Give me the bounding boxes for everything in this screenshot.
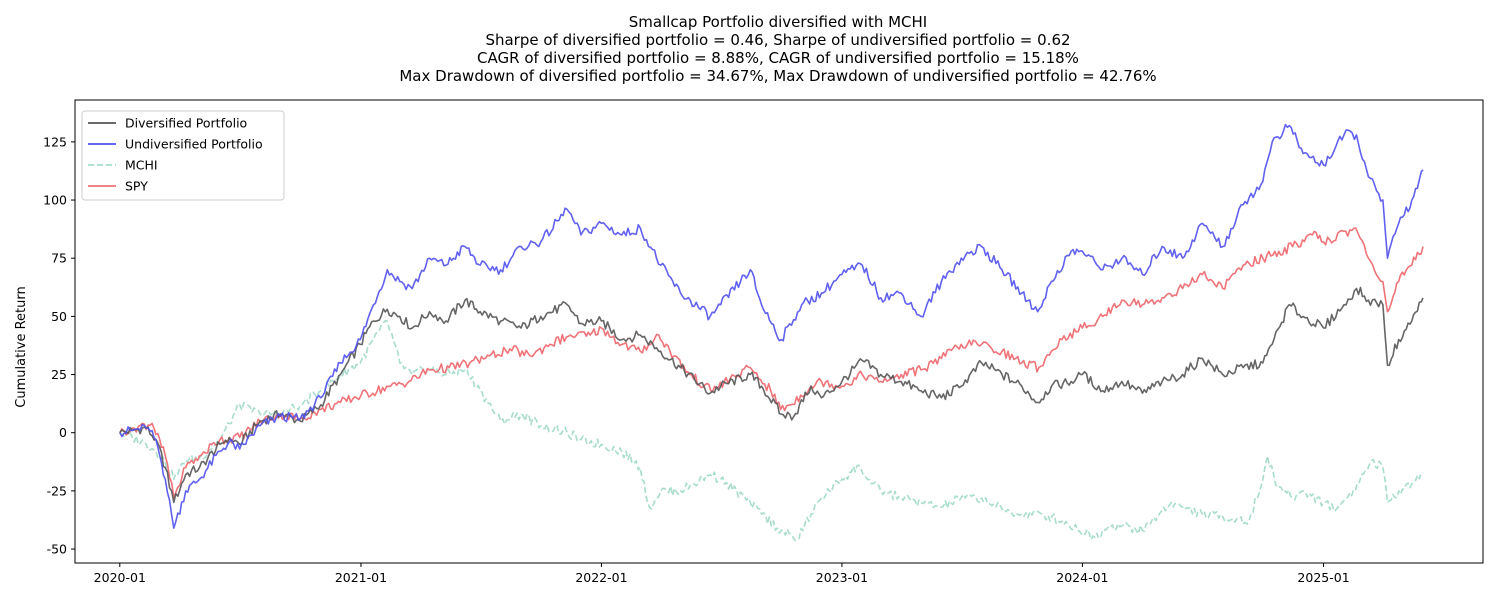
y-tick-label: -25 xyxy=(47,483,67,498)
y-tick-label: 25 xyxy=(51,367,67,382)
x-tick-label: 2022-01 xyxy=(575,570,627,585)
plot-frame xyxy=(74,99,1484,564)
legend-label: Undiversified Portfolio xyxy=(125,137,263,152)
y-tick-label: 100 xyxy=(43,193,67,208)
series-line-mchi xyxy=(119,319,1424,542)
series-line-undiversified-portfolio xyxy=(119,123,1424,529)
y-tick-label: 0 xyxy=(59,425,67,440)
chart-title-line-4: Max Drawdown of diversified portfolio = … xyxy=(399,67,1156,85)
y-axis: -50 -25 0 25 50 75 100 125 xyxy=(43,134,75,557)
series-line-diversified-portfolio xyxy=(119,286,1424,504)
x-tick-label: 2023-01 xyxy=(816,570,868,585)
legend-label: SPY xyxy=(125,179,148,194)
chart-title-line-3: CAGR of diversified portfolio = 8.88%, C… xyxy=(477,49,1079,67)
chart-title: Smallcap Portfolio diversified with MCHI… xyxy=(399,13,1156,85)
series-line-spy xyxy=(119,227,1424,499)
x-tick-label: 2024-01 xyxy=(1056,570,1108,585)
x-tick-label: 2020-01 xyxy=(94,570,146,585)
legend-label: Diversified Portfolio xyxy=(125,116,247,131)
x-tick-label: 2021-01 xyxy=(335,570,387,585)
chart-title-line-2: Sharpe of diversified portfolio = 0.46, … xyxy=(485,31,1070,49)
legend-box xyxy=(81,110,285,201)
y-tick-label: 50 xyxy=(51,309,67,324)
y-tick-label: -50 xyxy=(47,542,67,557)
plot-area xyxy=(74,99,1484,564)
y-axis-label: Cumulative Return xyxy=(14,286,29,407)
x-tick-label: 2025-01 xyxy=(1297,570,1349,585)
y-tick-label: 125 xyxy=(43,134,67,149)
chart-title-line-1: Smallcap Portfolio diversified with MCHI xyxy=(629,13,927,31)
y-tick-label: 75 xyxy=(51,251,67,266)
legend: Diversified Portfolio Undiversified Portf… xyxy=(81,110,285,201)
x-axis: 2020-01 2021-01 2022-01 2023-01 2024-01 2025-… xyxy=(94,563,1350,585)
legend-label: MCHI xyxy=(125,158,158,173)
